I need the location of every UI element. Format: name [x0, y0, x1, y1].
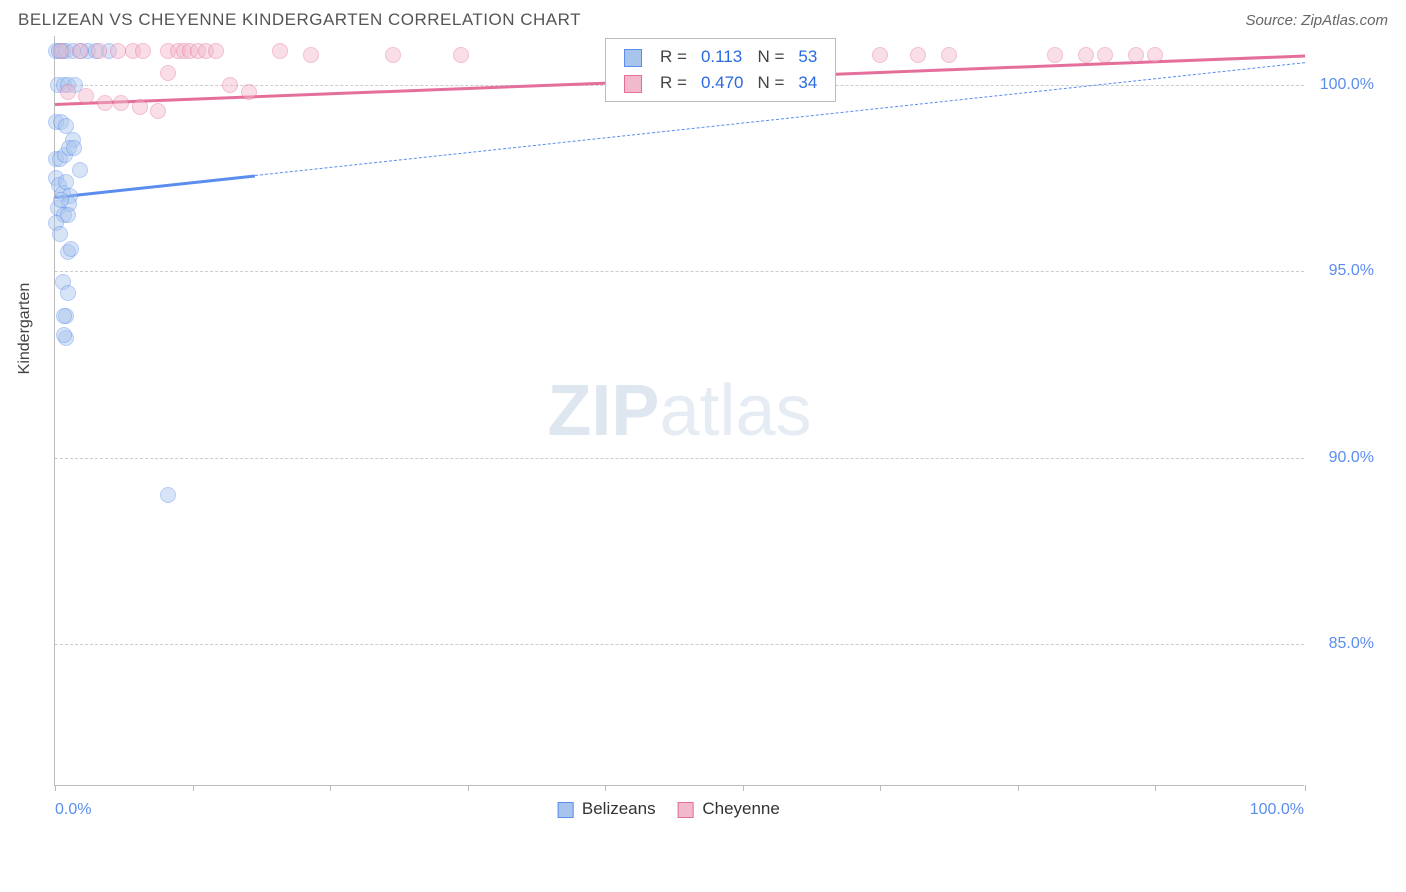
legend-n-label: N =	[751, 45, 790, 69]
x-tick-mark	[1305, 785, 1306, 791]
data-point	[150, 103, 166, 119]
legend-r-label: R =	[654, 71, 693, 95]
data-point	[72, 162, 88, 178]
legend-r-value: 0.113	[695, 45, 750, 69]
gridline-h	[55, 458, 1304, 459]
legend-r-value: 0.470	[695, 71, 750, 95]
x-tick-mark	[1155, 785, 1156, 791]
legend-n-value: 34	[792, 71, 823, 95]
chart-title: BELIZEAN VS CHEYENNE KINDERGARTEN CORREL…	[18, 10, 581, 30]
legend-swatch	[624, 75, 642, 93]
data-point	[52, 226, 68, 242]
x-tick-mark	[743, 785, 744, 791]
y-tick-label: 95.0%	[1314, 262, 1374, 280]
trendline	[55, 175, 255, 199]
data-point	[160, 487, 176, 503]
data-point	[132, 99, 148, 115]
legend-swatch	[678, 802, 694, 818]
legend-swatch	[557, 802, 573, 818]
x-tick-mark	[1018, 785, 1019, 791]
legend-n-value: 53	[792, 45, 823, 69]
y-axis-label: Kindergarten	[16, 283, 34, 375]
data-point	[56, 308, 72, 324]
gridline-h	[55, 644, 1304, 645]
chart-source: Source: ZipAtlas.com	[1245, 12, 1388, 29]
data-point	[91, 43, 107, 59]
stats-legend: R =0.113N =53 R =0.470N =34	[605, 38, 836, 102]
data-point	[58, 118, 74, 134]
data-point	[135, 43, 151, 59]
gridline-h	[55, 271, 1304, 272]
legend-series-label: Belizeans	[582, 799, 656, 818]
chart-container: Kindergarten ZIPatlas 85.0%90.0%95.0%100…	[18, 36, 1388, 786]
data-point	[56, 327, 72, 343]
legend-swatch	[624, 49, 642, 67]
data-point	[272, 43, 288, 59]
y-tick-label: 85.0%	[1314, 635, 1374, 653]
data-point	[63, 241, 79, 257]
data-point	[113, 95, 129, 111]
data-point	[1097, 47, 1113, 63]
data-point	[53, 192, 69, 208]
data-point	[58, 174, 74, 190]
data-point	[1147, 47, 1163, 63]
x-tick-mark	[55, 785, 56, 791]
data-point	[241, 84, 257, 100]
data-point	[222, 77, 238, 93]
data-point	[453, 47, 469, 63]
data-point	[97, 95, 113, 111]
data-point	[110, 43, 126, 59]
data-point	[1128, 47, 1144, 63]
legend-r-label: R =	[654, 45, 693, 69]
legend-series-label: Cheyenne	[702, 799, 780, 818]
x-label-min: 0.0%	[55, 801, 91, 819]
data-point	[872, 47, 888, 63]
data-point	[910, 47, 926, 63]
watermark: ZIPatlas	[547, 370, 811, 452]
y-tick-label: 90.0%	[1314, 449, 1374, 467]
data-point	[60, 84, 76, 100]
x-tick-mark	[193, 785, 194, 791]
data-point	[1047, 47, 1063, 63]
x-tick-mark	[330, 785, 331, 791]
data-point	[66, 140, 82, 156]
x-tick-mark	[605, 785, 606, 791]
data-point	[208, 43, 224, 59]
data-point	[72, 43, 88, 59]
plot-area: ZIPatlas 85.0%90.0%95.0%100.0%0.0%100.0%…	[54, 36, 1304, 786]
data-point	[160, 65, 176, 81]
x-label-max: 100.0%	[1250, 801, 1304, 819]
data-point	[385, 47, 401, 63]
data-point	[60, 285, 76, 301]
data-point	[941, 47, 957, 63]
watermark-bold: ZIP	[547, 371, 659, 451]
y-tick-label: 100.0%	[1314, 76, 1374, 94]
x-tick-mark	[468, 785, 469, 791]
watermark-light: atlas	[659, 371, 811, 451]
data-point	[78, 88, 94, 104]
data-point	[303, 47, 319, 63]
data-point	[53, 43, 69, 59]
data-point	[1078, 47, 1094, 63]
legend-n-label: N =	[751, 71, 790, 95]
series-legend: Belizeans Cheyenne	[557, 799, 802, 819]
x-tick-mark	[880, 785, 881, 791]
chart-header: BELIZEAN VS CHEYENNE KINDERGARTEN CORREL…	[0, 0, 1406, 36]
